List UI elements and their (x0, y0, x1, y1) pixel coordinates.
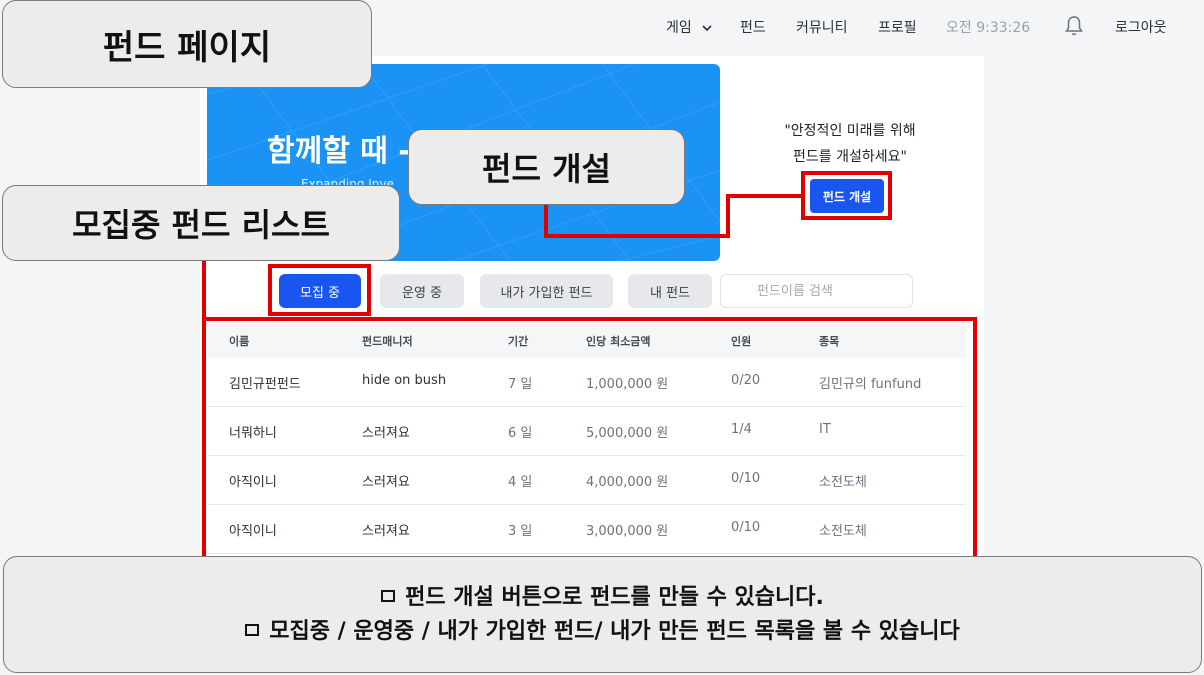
cta-quote-line2: 펀드를 개설하세요" (793, 149, 907, 165)
description-line2-text: 모집중 / 운영중 / 내가 가입한 펀드/ 내가 만든 펀드 목록을 볼 수 … (269, 618, 960, 644)
table-row[interactable]: 너뭐하니 스러져요 6 일 5,000,000 원 1/4 IT (207, 407, 966, 456)
callout-description: 펀드 개설 버튼으로 펀드를 만들 수 있습니다. 모집중 / 운영중 / 내가… (3, 556, 1202, 673)
cell-period: 7 일 (508, 377, 533, 392)
cell-stock: 소전도체 (819, 475, 867, 490)
col-header-members: 인원 (731, 335, 752, 348)
callout-page-title: 펀드 페이지 (2, 0, 372, 88)
cell-name: 아직이니 (229, 475, 277, 490)
open-fund-button[interactable]: 펀드 개설 (810, 179, 884, 213)
nav-game[interactable]: 게임 (666, 17, 712, 37)
cell-period: 4 일 (508, 475, 533, 490)
cell-period: 6 일 (508, 426, 533, 441)
logout-link[interactable]: 로그아웃 (1115, 20, 1167, 36)
annotation-connector (544, 234, 730, 238)
tab-operating[interactable]: 운영 중 (380, 274, 464, 308)
square-bullet-icon (245, 623, 260, 636)
nav-fund[interactable]: 펀드 (740, 20, 766, 36)
annotation-connector (544, 201, 548, 238)
description-line1-text: 펀드 개설 버튼으로 펀드를 만들 수 있습니다. (405, 584, 824, 610)
description-line2: 모집중 / 운영중 / 내가 가입한 펀드/ 내가 만든 펀드 목록을 볼 수 … (245, 615, 960, 649)
annotation-connector (726, 194, 730, 238)
cell-members: 0/20 (731, 373, 761, 388)
cell-members: 0/10 (731, 520, 761, 535)
annotation-connector (202, 258, 206, 320)
annotation-recruiting-tab-box (268, 264, 371, 316)
clock-display: 오전 9:33:26 (946, 20, 1031, 36)
cell-min-amount: 5,000,000 원 (586, 426, 669, 441)
cell-stock: IT (819, 422, 831, 437)
cell-min-amount: 3,000,000 원 (586, 524, 669, 539)
cell-name: 너뭐하니 (229, 426, 277, 441)
col-header-stock: 종목 (819, 335, 840, 348)
cta-quote-line1: "안정적인 미래를 위해 (784, 123, 916, 139)
cell-name: 아직이니 (229, 524, 277, 539)
square-bullet-icon (381, 589, 396, 602)
cell-min-amount: 4,000,000 원 (586, 475, 669, 490)
table-row[interactable]: 아직이니 스러져요 3 일 3,000,000 원 0/10 소전도체 (207, 505, 966, 554)
cell-members: 1/4 (731, 422, 752, 437)
bell-icon[interactable] (1064, 15, 1084, 37)
col-header-name: 이름 (229, 335, 250, 348)
col-header-manager: 펀드매니저 (362, 335, 413, 348)
callout-open-fund: 펀드 개설 (408, 129, 685, 205)
annotation-list-box (202, 317, 977, 577)
cta-panel (720, 64, 976, 261)
cell-manager: 스러져요 (362, 475, 410, 490)
tab-recruiting[interactable]: 모집 중 (279, 274, 361, 308)
nav-profile[interactable]: 프로필 (878, 20, 917, 36)
cell-min-amount: 1,000,000 원 (586, 377, 669, 392)
table-row[interactable]: 아직이니 스러져요 4 일 4,000,000 원 0/10 소전도체 (207, 456, 966, 505)
cell-members: 0/10 (731, 471, 761, 486)
cell-manager: 스러져요 (362, 524, 410, 539)
banner-title: 함께할 때 - (267, 134, 411, 169)
fund-search-input[interactable] (720, 274, 913, 308)
cell-stock: 소전도체 (819, 524, 867, 539)
cell-period: 3 일 (508, 524, 533, 539)
tab-joined-funds[interactable]: 내가 가입한 펀드 (480, 274, 613, 308)
annotation-connector (726, 194, 802, 198)
cell-manager: hide on bush (362, 373, 447, 388)
cell-stock: 김민규의 funfund (819, 377, 922, 392)
annotation-open-button-box (801, 171, 892, 220)
cell-name: 김민규펀펀드 (229, 377, 301, 392)
nav-community[interactable]: 커뮤니티 (796, 20, 848, 36)
col-header-min-amount: 인당 최소금액 (586, 335, 651, 348)
tab-my-funds[interactable]: 내 펀드 (628, 274, 712, 308)
chevron-down-icon (702, 25, 712, 32)
table-header: 이름 펀드매니저 기간 인당 최소금액 인원 종목 (207, 322, 966, 358)
col-header-period: 기간 (508, 335, 529, 348)
callout-recruiting-list: 모집중 펀드 리스트 (2, 185, 400, 261)
nav-game-label: 게임 (666, 20, 692, 36)
cell-manager: 스러져요 (362, 426, 410, 441)
cta-quote: "안정적인 미래를 위해 펀드를 개설하세요" (740, 118, 960, 170)
table-row[interactable]: 김민규펀펀드 hide on bush 7 일 1,000,000 원 0/20… (207, 358, 966, 407)
description-line1: 펀드 개설 버튼으로 펀드를 만들 수 있습니다. (381, 581, 824, 615)
